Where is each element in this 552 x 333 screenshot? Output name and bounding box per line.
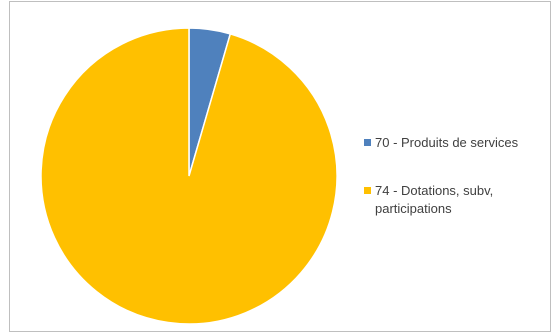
legend: 70 - Produits de services 74 - Dotations…	[364, 135, 519, 216]
pie-slices	[40, 27, 338, 325]
legend-label-dotations-line1: 74 - Dotations, subv,	[375, 183, 493, 198]
legend-swatch-produits-services	[364, 139, 371, 146]
legend-swatch-dotations	[364, 187, 371, 194]
pie-slice-dotations	[40, 27, 338, 325]
legend-label-dotations-line2: participations	[375, 201, 452, 216]
legend-label-produits-services: 70 - Produits de services	[375, 135, 519, 150]
